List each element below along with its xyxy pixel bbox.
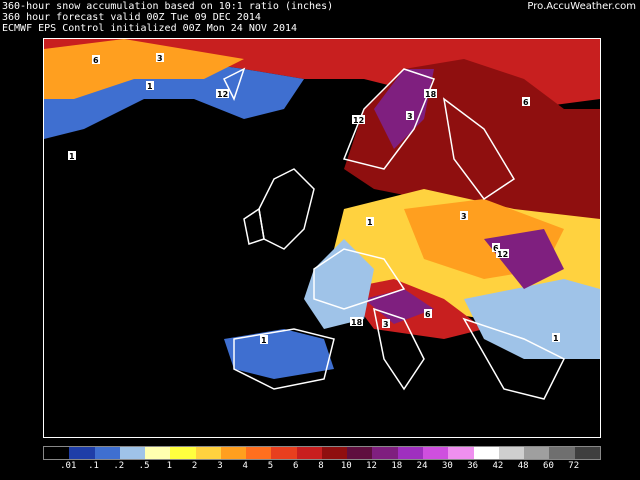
contour-label-box [366,217,374,226]
contour-label: 1 [553,334,559,343]
legend-swatch [246,447,272,459]
contour-label: 6 [493,244,499,253]
map-title-line-3: ECMWF EPS Control initialized 00Z Mon 24… [2,23,298,34]
legend-swatch [372,447,398,459]
contour-label-box [92,55,100,64]
legend-swatch [524,447,550,459]
contour-label-box [492,243,500,252]
legend-tick-label: 12 [366,461,377,471]
legend-tick-label: 6 [293,461,299,471]
contour-label: 18 [351,318,363,327]
legend-swatch [145,447,171,459]
contour-label-box [352,115,365,124]
contour-label-box [260,335,268,344]
contour-label-box [68,151,76,160]
contour-label-box [350,317,363,326]
contour-label-box [424,89,437,98]
brand-label: Pro.AccuWeather.com [527,1,636,12]
contour-label: 6 [425,310,431,319]
legend-tick-label: .2 [113,461,125,471]
contour-label: 1 [367,218,373,227]
legend-tick-label: 4 [242,461,248,471]
legend-swatch [119,447,146,459]
legend-tick-label: 42 [492,461,504,471]
contour-label-box [156,53,164,62]
legend-swatch [220,447,247,459]
legend-tick-label: 30 [441,461,453,471]
legend-tick-label: 48 [517,461,529,471]
legend-swatch [498,447,525,459]
legend-swatch [271,447,297,459]
iberia-snow [224,329,334,379]
legend-swatch [321,447,348,459]
contour-label: 18 [425,90,437,99]
legend-swatch [549,447,575,459]
contour-label: 12 [497,250,508,259]
legend-tick-label: 18 [391,461,403,471]
contour-label-box [496,249,509,258]
legend-tick-label: 60 [543,461,554,471]
france-edge-snow [304,239,374,329]
contour-label-box [522,97,530,106]
legend-swatch [170,447,196,459]
legend-swatch [422,447,449,459]
legend-swatch [347,447,373,459]
legend-swatch [448,447,474,459]
contour-label-box [460,211,468,220]
legend-tick-label: 2 [191,461,198,471]
legend-tick-label: .5 [138,461,150,471]
contour-label: 12 [217,90,228,99]
map-title-line-1: 360-hour snow accumulation based on 10:1… [2,1,334,12]
contour-label-box [552,333,560,342]
contour-label: 3 [383,320,389,329]
contour-label-box [146,81,154,90]
contour-label: 1 [147,82,153,91]
northern-snow-band-orange [44,39,244,99]
legend-swatch [296,447,322,459]
legend-tick-label: 24 [416,461,428,471]
contour-label: 1 [69,152,75,161]
legend-tick-label: 72 [568,461,580,471]
contour-label: 3 [461,212,467,221]
balkans-snow [464,279,600,359]
legend-tick-label: 8 [318,461,324,471]
legend-swatch [195,447,221,459]
legend-tick-label: 10 [340,461,352,471]
map-canvas: 1 3 6 12 18 1 3 6 12 1 3 6 12 1 [44,39,600,400]
legend-swatch [473,447,499,459]
contour-labels: 1 3 6 12 18 1 3 6 12 1 3 6 12 1 [68,53,560,345]
contour-label: 1 [261,336,267,345]
map-title-line-2: 360 hour forecast valid 00Z Tue 09 DEC 2… [2,12,261,23]
contour-label: 3 [157,54,163,63]
contour-label: 6 [523,98,529,107]
contour-label-box [406,111,414,120]
scandinavia-purple [374,69,434,149]
legend-tick-label: .01 [60,461,77,471]
legend-tick-label: 5 [267,461,274,471]
alps-core [364,289,434,324]
legend-tick-label: 1 [166,461,173,471]
contour-label-box [382,319,390,328]
legend-swatch [94,447,120,459]
legend-tick-label: .1 [88,461,99,471]
contour-label-box [216,89,229,98]
color-scale-ticks: .01.1.2.5 1 2 3 4 5 6 8 10 12 18 24 30 36 42 48 60 72 [43,461,599,473]
legend-swatch [397,447,423,459]
contour-label: 6 [93,56,99,65]
coastlines [222,67,566,400]
contour-label: 3 [407,112,413,121]
color-scale-legend [43,446,601,460]
contour-label: 12 [353,116,364,125]
legend-swatch [44,447,70,459]
contour-label-box [424,309,432,318]
legend-swatch [69,447,95,459]
legend-swatch [574,447,600,459]
snow-accumulation-map: 1 3 6 12 18 1 3 6 12 1 3 6 12 1 [43,38,601,438]
legend-tick-label: 36 [467,461,479,471]
legend-tick-label: 3 [217,461,223,471]
east-core [484,229,564,289]
